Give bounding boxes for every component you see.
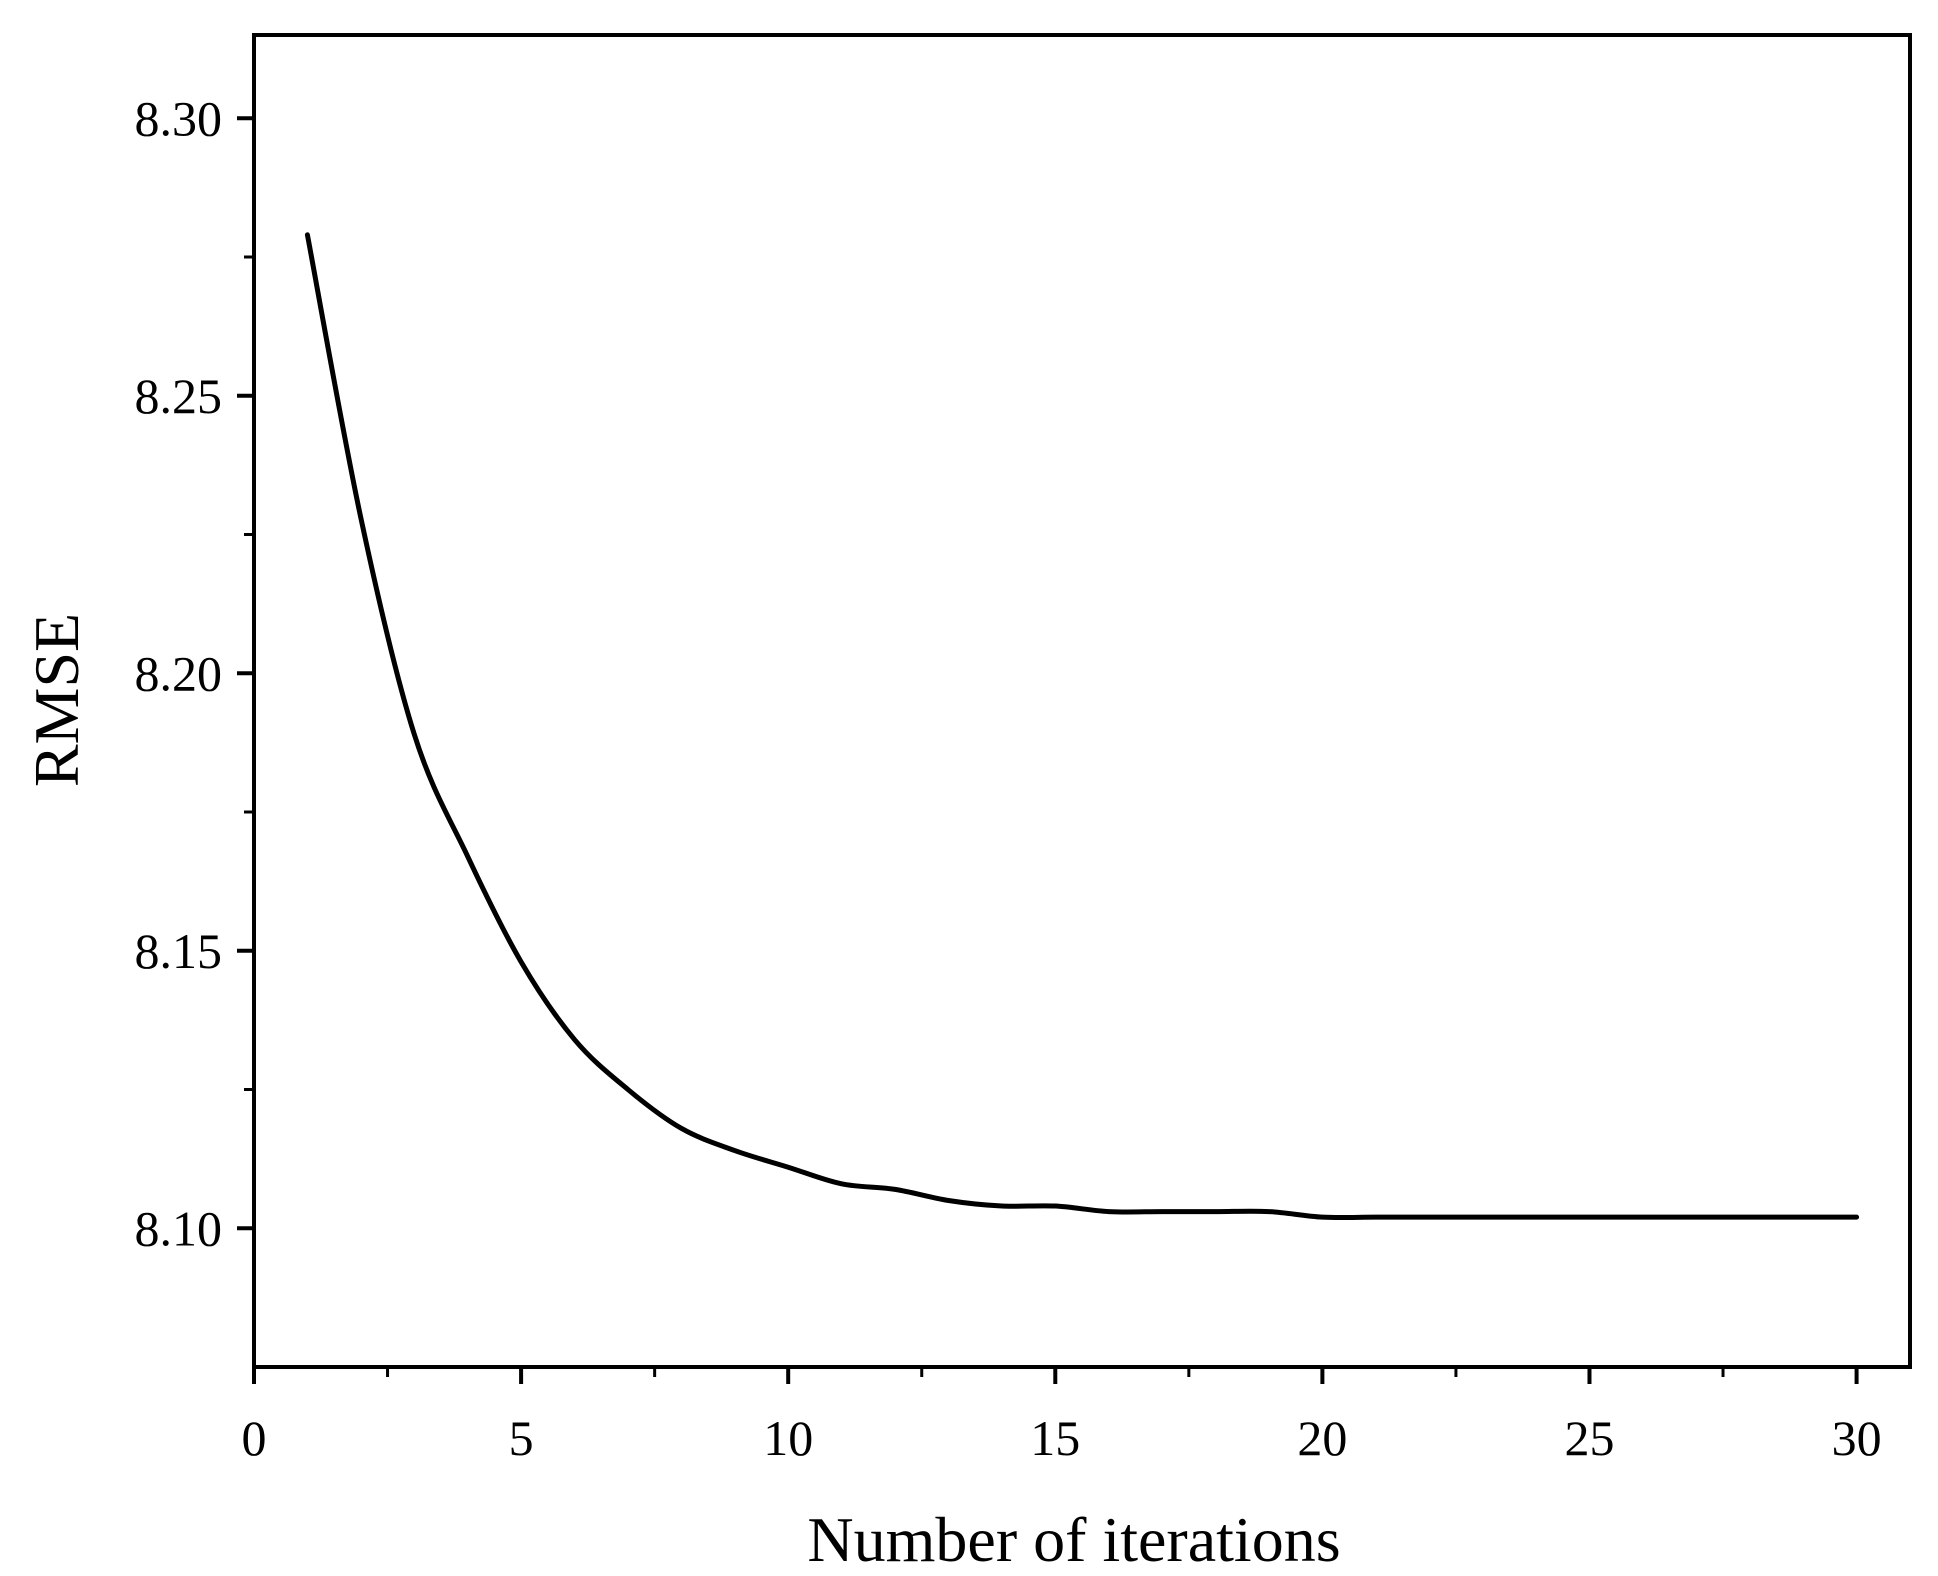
y-axis-title: RMSE bbox=[21, 613, 92, 787]
y-axis-ticks: 8.10 8.15 8.20 8.25 8.30 bbox=[135, 90, 254, 1256]
x-axis-ticks: 0 5 10 15 20 25 30 bbox=[242, 1367, 1882, 1466]
x-tick-label: 20 bbox=[1297, 1410, 1347, 1466]
y-tick-label: 8.15 bbox=[135, 923, 223, 979]
x-tick-label: 0 bbox=[242, 1410, 267, 1466]
plot-frame bbox=[252, 33, 1912, 1369]
y-tick-label: 8.25 bbox=[135, 368, 223, 424]
rmse-series-line bbox=[304, 232, 1860, 1221]
x-tick-label: 10 bbox=[763, 1410, 813, 1466]
x-tick-label: 25 bbox=[1564, 1410, 1614, 1466]
x-tick-label: 5 bbox=[509, 1410, 534, 1466]
x-tick-label: 30 bbox=[1832, 1410, 1882, 1466]
x-tick-label: 15 bbox=[1030, 1410, 1080, 1466]
y-tick-label: 8.10 bbox=[135, 1200, 223, 1256]
x-axis-title: Number of iterations bbox=[807, 1504, 1340, 1575]
y-tick-label: 8.30 bbox=[135, 90, 223, 146]
y-tick-label: 8.20 bbox=[135, 645, 223, 701]
